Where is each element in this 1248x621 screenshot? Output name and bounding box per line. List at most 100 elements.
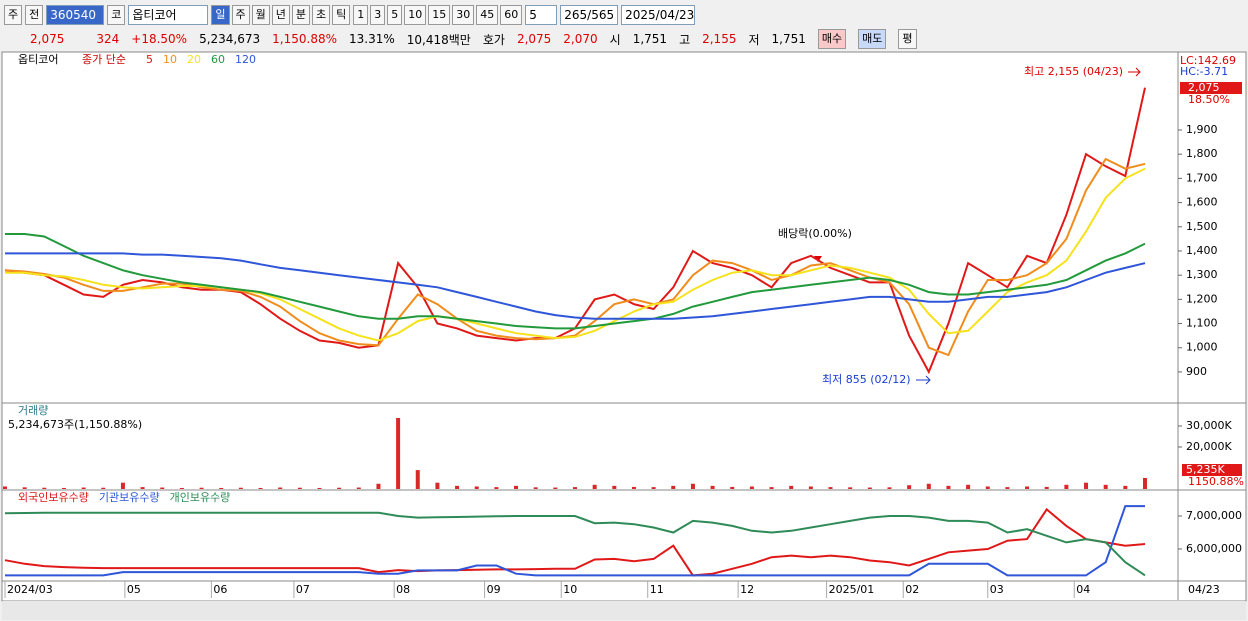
volume-bar <box>749 486 754 489</box>
prev[interactable]: 전 <box>25 5 44 25</box>
y-tick-label: 1,700 <box>1186 171 1218 184</box>
change-rate: +18.50% <box>131 32 188 46</box>
volume-bar <box>219 487 224 489</box>
period-button[interactable]: 년 <box>271 5 290 25</box>
volume-bar <box>690 483 695 489</box>
interval-button[interactable]: 3 <box>370 5 386 25</box>
interval-button[interactable]: 45 <box>476 5 499 25</box>
interval-button[interactable]: 60 <box>500 5 523 25</box>
volume-bar <box>514 485 519 489</box>
volume-bar <box>494 487 499 489</box>
interval-button[interactable]: 30 <box>452 5 475 25</box>
period-button[interactable]: 일 <box>211 5 230 25</box>
x-tick-label: 09 <box>487 583 501 596</box>
lc: LC:142.69 <box>1180 54 1236 67</box>
volume-bar <box>848 487 853 489</box>
volume-subtitle: 5,234,673주(1,150.88%) <box>8 418 142 431</box>
volume-bar <box>1044 486 1049 489</box>
low-label: 저 <box>748 32 760 47</box>
interval-button[interactable]: 5 <box>387 5 403 25</box>
volume-bar <box>553 487 558 489</box>
volume-bar <box>238 487 243 489</box>
y-tick-label: 1,000 <box>1186 341 1218 354</box>
stock-name[interactable]: 옵티코어 <box>128 5 209 25</box>
volume-bar <box>435 482 440 489</box>
volume-bar <box>3 486 7 489</box>
y-tick-label: 1,600 <box>1186 196 1218 209</box>
volume-bar <box>907 485 912 489</box>
period-button[interactable]: 초 <box>312 5 331 25</box>
legend-item: 외국인보유수량 <box>18 491 89 504</box>
series-line <box>5 233 1146 330</box>
low: 1,751 <box>771 32 806 46</box>
market[interactable]: 주 <box>4 5 23 25</box>
volume-bar <box>592 484 597 489</box>
volume-rate: 1,150.88% <box>272 32 337 46</box>
interval-button[interactable]: 1 <box>353 5 369 25</box>
volume-bar <box>160 487 165 489</box>
volume-bar <box>42 487 47 489</box>
turnover: 13.31% <box>349 32 395 46</box>
last-volume-rate: 1150.88% <box>1188 475 1244 488</box>
series-line <box>5 167 1146 342</box>
volume-bar <box>887 487 892 489</box>
series-line <box>4 511 1146 577</box>
legend-item: 60 <box>211 53 225 66</box>
y-tick-label: 1,900 <box>1186 123 1218 136</box>
y-tick-label: 1,100 <box>1186 317 1218 330</box>
quote-bar: 2,075 324 +18.50% 5,234,673 1,150.88% 13… <box>0 28 1248 50</box>
hc: HC:-3.71 <box>1180 65 1228 78</box>
ask: 2,075 <box>516 32 552 46</box>
volume-bar <box>966 484 971 489</box>
chart: 옵티코어 종가 단순 LC:142.69 HC:-3.71 2,075 18.5… <box>1 51 1247 620</box>
amount: 10,418백만 <box>406 32 471 47</box>
legend-item: 20 <box>187 53 201 66</box>
volume-bar <box>1123 485 1128 489</box>
date[interactable]: 2025/04/23 <box>621 5 696 25</box>
volume-bar <box>415 470 420 489</box>
period-button[interactable]: 주 <box>231 5 250 25</box>
eval-button[interactable]: 평 <box>898 29 917 49</box>
volume-bar <box>396 418 401 489</box>
unit[interactable]: 5 <box>525 5 558 25</box>
volume-bar <box>120 482 125 489</box>
legend-item: 10 <box>163 53 177 66</box>
volume-bar <box>789 485 794 489</box>
buy-button[interactable]: 매수 <box>817 29 847 49</box>
y-tick-label: 1,300 <box>1186 268 1218 281</box>
volume-bar <box>140 487 145 489</box>
high-label: 고 <box>679 32 691 47</box>
period-button[interactable]: 월 <box>251 5 270 25</box>
change: 324 <box>96 32 120 46</box>
y-tick-label: 30,000K <box>1186 419 1232 432</box>
x-tick-label: 2025/01 <box>829 583 875 596</box>
scrollbar[interactable] <box>2 601 1246 620</box>
arrow <box>1128 67 1141 77</box>
high: 2,155 <box>702 32 737 46</box>
last-volume: 5,235K <box>1186 463 1225 476</box>
volume-bar <box>1005 487 1010 489</box>
period-button[interactable]: 분 <box>291 5 310 25</box>
dividend-marker <box>814 256 822 262</box>
code[interactable]: 360540 <box>46 5 105 25</box>
volume-bar <box>258 487 263 489</box>
volume-bar <box>651 487 656 489</box>
dividend-note: 배당락(0.00%) <box>778 227 852 240</box>
count[interactable]: 265/565 <box>560 5 619 25</box>
volume-bar <box>61 487 66 489</box>
count-value: 265 <box>564 8 588 22</box>
low-note: 최저 855 (02/12) <box>822 373 911 386</box>
volume-bar <box>1143 478 1147 489</box>
volume-bar <box>710 485 715 489</box>
bid: 2,070 <box>563 32 598 46</box>
volume-bar <box>867 487 872 489</box>
volume-bar <box>81 487 86 489</box>
volume-bar <box>808 486 813 489</box>
sell-button[interactable]: 매도 <box>858 29 887 49</box>
legend-item: 기관보유수량 <box>99 491 160 504</box>
y-tick-label: 1,800 <box>1186 147 1218 160</box>
volume-bar <box>317 487 322 489</box>
interval-button[interactable]: 15 <box>428 5 451 25</box>
period-button[interactable]: 틱 <box>332 5 351 25</box>
interval-button[interactable]: 10 <box>404 5 427 25</box>
